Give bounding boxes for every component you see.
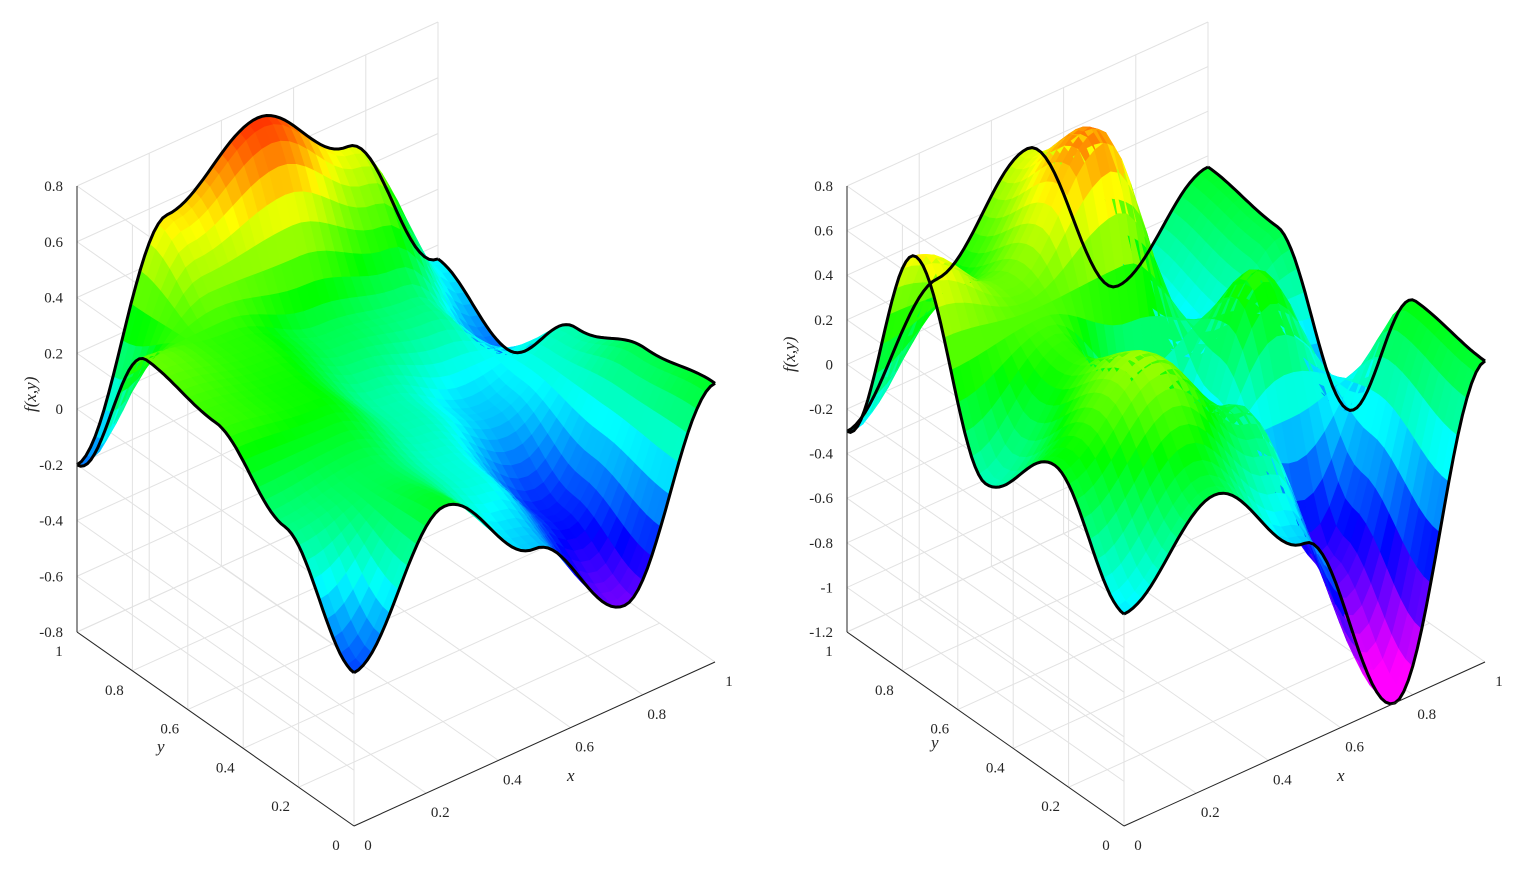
y-tick-label: 0.8 xyxy=(875,683,894,699)
left-y-axis-label: y xyxy=(155,737,165,756)
y-axis-line xyxy=(76,631,355,827)
floor-grid-line xyxy=(902,506,1264,672)
z-tick-label: 0.4 xyxy=(44,291,63,307)
y-tick-label: 0.8 xyxy=(105,683,124,699)
z-tick-label: -1.2 xyxy=(809,625,833,641)
z-tick-label: -0.4 xyxy=(809,447,833,463)
back-wall-grid-line xyxy=(846,21,1209,187)
right-x-axis-label: x xyxy=(1336,766,1345,785)
left-ticks: 0 0.2 0.4 0.6 0.8 1 0 0.2 0.4 0.6 0.8 1 -0.8 -0.6 -0.4… xyxy=(39,179,733,854)
y-tick-label: 0.6 xyxy=(930,722,949,738)
floor-grid-line xyxy=(991,565,1269,761)
x-tick-label: 0 xyxy=(364,838,372,854)
z-tick-label: 0 xyxy=(826,357,834,373)
y-tick-label: 1 xyxy=(825,644,833,660)
y-tick-label: 1 xyxy=(55,644,63,660)
left-z-axis-label: f(x,y) xyxy=(21,376,40,412)
side-wall-grid-line xyxy=(846,542,1125,738)
z-tick-label: -0.8 xyxy=(809,536,833,552)
x-tick-label: 0.8 xyxy=(647,707,666,723)
x-tick-label: 0.2 xyxy=(1201,805,1220,821)
y-tick-label: 0 xyxy=(1102,838,1110,854)
z-tick-label: -1 xyxy=(821,580,834,596)
surface-edge xyxy=(1123,359,1486,706)
surface-edge xyxy=(846,146,1209,433)
side-wall-grid-line xyxy=(846,453,1125,649)
side-wall-grid-line xyxy=(76,464,355,660)
left-axes xyxy=(76,186,716,827)
x-tick-label: 1 xyxy=(1495,674,1503,690)
floor-grid-line xyxy=(148,598,427,794)
y-tick-label: 0.2 xyxy=(271,799,290,815)
z-tick-label: 0.4 xyxy=(814,268,833,284)
z-tick-label: 0.2 xyxy=(44,346,63,362)
z-tick-label: 0.6 xyxy=(44,235,63,251)
right-y-axis-label: y xyxy=(929,733,939,752)
y-tick-label: 0.2 xyxy=(1041,799,1060,815)
x-axis-line xyxy=(1123,661,1486,827)
right-plot-svg: 0 0.2 0.4 0.6 0.8 1 0 0.2 0.4 0.6 0.8 1 -1.2 -1 -0.8 -0… xyxy=(780,21,1503,854)
z-tick-label: 0.6 xyxy=(814,224,833,240)
x-tick-label: 0.8 xyxy=(1417,707,1436,723)
right-surface-plot: 0 0.2 0.4 0.6 0.8 1 0 0.2 0.4 0.6 0.8 1 -1.2 -1 -0.8 -0… xyxy=(770,0,1526,882)
z-tick-label: -0.6 xyxy=(39,569,63,585)
z-tick-label: -0.8 xyxy=(39,625,63,641)
right-surface-outline xyxy=(846,146,1486,706)
y-tick-label: 0.4 xyxy=(986,760,1005,776)
side-wall-grid-line xyxy=(76,520,355,715)
side-wall-grid-line xyxy=(76,575,355,771)
x-tick-label: 0.6 xyxy=(575,740,594,756)
surface-edge xyxy=(437,257,716,385)
surface-edge xyxy=(353,382,716,674)
floor-grid-line xyxy=(242,583,605,749)
side-wall-grid-line xyxy=(846,497,1125,693)
x-tick-label: 0.4 xyxy=(503,772,522,788)
y-tick-label: 0.4 xyxy=(216,760,235,776)
left-surface-plot: 0 0.2 0.4 0.6 0.8 1 0 0.2 0.4 0.6 0.8 1 -0.8 -0.6 -0.4… xyxy=(0,0,760,882)
left-surface xyxy=(76,115,716,674)
y-axis-line xyxy=(846,631,1125,827)
surface-edge xyxy=(76,356,355,674)
left-plot-svg: 0 0.2 0.4 0.6 0.8 1 0 0.2 0.4 0.6 0.8 1 -0.8 -0.6 -0.4… xyxy=(21,21,733,854)
x-tick-label: 0 xyxy=(1134,838,1142,854)
floor-grid-line xyxy=(132,506,494,672)
floor-grid-line xyxy=(298,622,660,788)
right-surface xyxy=(845,126,1486,704)
z-tick-label: -0.2 xyxy=(39,458,63,474)
x-tick-label: 1 xyxy=(725,674,733,690)
side-wall-grid-line xyxy=(846,586,1125,782)
y-tick-label: 0 xyxy=(332,838,340,854)
right-axes xyxy=(846,186,1486,827)
z-tick-label: 0 xyxy=(56,402,64,418)
left-surface-outline xyxy=(76,113,716,674)
z-tick-label: 0.8 xyxy=(44,179,63,195)
floor-grid-line xyxy=(957,545,1320,711)
z-tick-label: -0.2 xyxy=(809,402,833,418)
x-axis-line xyxy=(353,661,716,827)
floor-grid-line xyxy=(918,598,1197,794)
right-ticks: 0 0.2 0.4 0.6 0.8 1 0 0.2 0.4 0.6 0.8 1 -1.2 -1 -0.8 -0… xyxy=(809,179,1503,854)
z-tick-label: 0.8 xyxy=(814,179,833,195)
z-tick-label: -0.4 xyxy=(39,514,63,530)
surface-edge xyxy=(1207,165,1486,412)
x-tick-label: 0.4 xyxy=(1273,772,1292,788)
side-wall-grid-line xyxy=(846,408,1125,604)
floor-grid-line xyxy=(1012,583,1375,749)
z-tick-label: 0.2 xyxy=(814,313,833,329)
left-x-axis-label: x xyxy=(566,766,575,785)
surface-edge xyxy=(76,113,439,466)
back-wall-grid-line xyxy=(76,21,439,187)
right-z-axis-label: f(x,y) xyxy=(780,336,799,372)
x-tick-label: 0.6 xyxy=(1345,740,1364,756)
y-tick-label: 0.6 xyxy=(160,722,179,738)
surface-edge xyxy=(846,254,1125,616)
x-tick-label: 0.2 xyxy=(431,805,450,821)
z-tick-label: -0.6 xyxy=(809,491,833,507)
